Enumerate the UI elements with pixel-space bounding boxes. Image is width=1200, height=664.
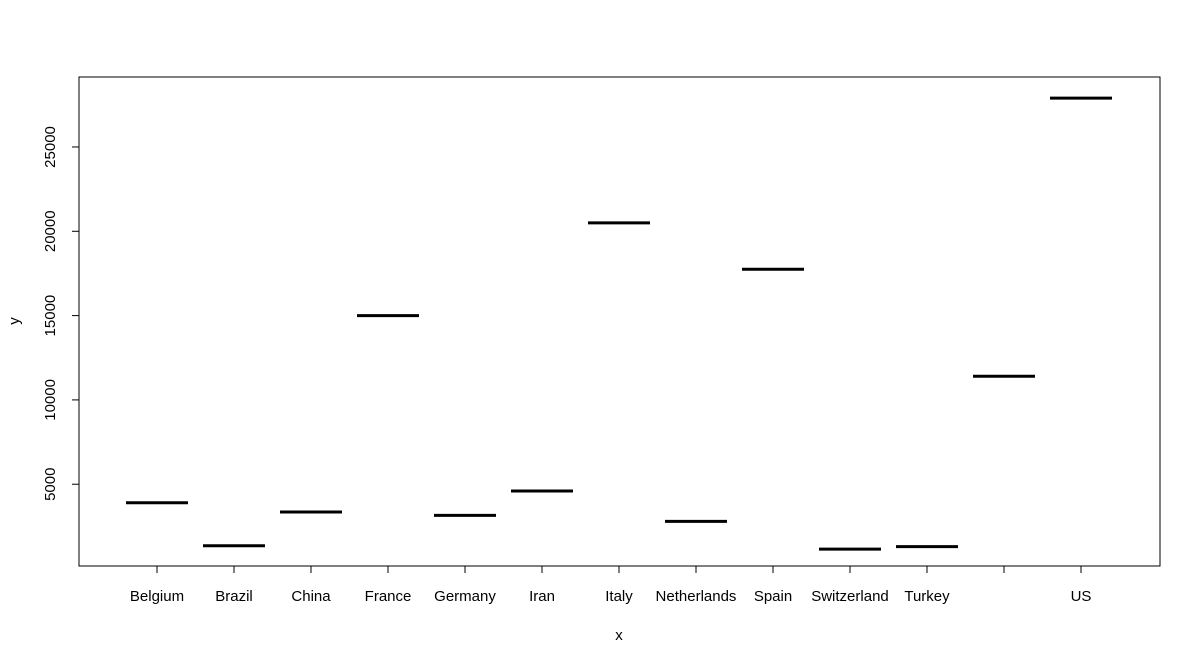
x-tick-label: Iran	[529, 588, 555, 605]
y-tick-label: 5000	[42, 468, 59, 501]
x-tick-label: Netherlands	[656, 588, 737, 605]
y-axis-label: y	[6, 317, 23, 325]
x-tick-label: US	[1071, 588, 1092, 605]
x-tick-label: Turkey	[904, 588, 950, 605]
x-tick-label: Italy	[605, 588, 633, 605]
x-tick-label: Brazil	[215, 588, 253, 605]
x-axis-label: x	[615, 627, 623, 644]
y-axis: 5000 10000 15000 20000 25000	[42, 126, 80, 501]
x-tick-label: Switzerland	[811, 588, 889, 605]
y-tick-label: 15000	[42, 295, 59, 337]
plot-frame	[78, 76, 1161, 567]
x-tick-label: France	[365, 588, 412, 605]
x-tick-label: Spain	[754, 588, 792, 605]
x-tick-label: China	[291, 588, 331, 605]
y-tick-label: 25000	[42, 126, 59, 168]
y-tick-label: 10000	[42, 379, 59, 421]
x-tick-label: Belgium	[130, 588, 184, 605]
data-marks	[126, 96, 1112, 551]
x-axis: Belgium Brazil China France Germany Iran Italy…	[130, 565, 1092, 605]
y-tick-label: 20000	[42, 210, 59, 252]
x-tick-label: Germany	[434, 588, 496, 605]
